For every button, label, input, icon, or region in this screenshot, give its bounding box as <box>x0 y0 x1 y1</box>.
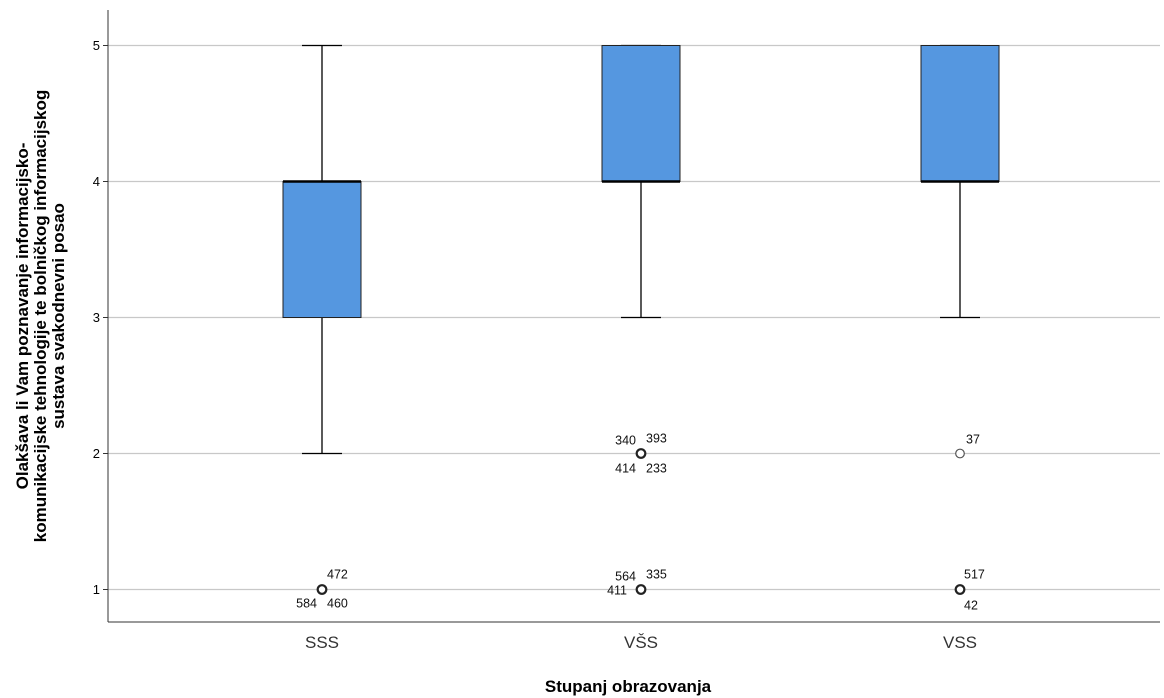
outlier-label: 411 <box>607 584 627 598</box>
x-tick-label: SSS <box>305 633 339 652</box>
outlier-point <box>955 448 965 459</box>
outlier-point <box>635 584 647 595</box>
outlier-group: 37 <box>955 433 980 459</box>
y-tick-label: 4 <box>93 174 100 189</box>
x-tick-label: VSS <box>943 633 977 652</box>
boxes <box>282 44 1000 455</box>
outlier-point <box>316 584 328 595</box>
y-tick-label: 3 <box>93 310 100 325</box>
outlier-label: 564 <box>615 570 636 584</box>
y-axis-title-line-1: Olakšava li Vam poznavanje informacijsko… <box>13 143 32 490</box>
y-axis-title-line-2: komunikacijske tehnologije te bolničkog … <box>31 90 50 542</box>
outlier-label: 393 <box>646 432 667 446</box>
outliers: 472 584 460 340 393 414 233 564 335 411 37 517 42 <box>296 432 985 613</box>
x-tick-labels: SSS VŠS VSS <box>305 633 977 652</box>
axes <box>107 10 1160 623</box>
box-iqr <box>601 45 681 182</box>
box-iqr <box>920 45 1000 182</box>
y-tick-label: 2 <box>93 446 100 461</box>
outlier-label: 335 <box>646 568 667 582</box>
outlier-label: 340 <box>615 434 636 448</box>
y-axis-title-line-3: sustava svakodnevni posao <box>49 203 68 429</box>
outlier-point <box>954 584 966 595</box>
outlier-label: 584 <box>296 597 317 611</box>
outlier-group: 472 584 460 <box>296 568 348 611</box>
outlier-label: 42 <box>964 599 978 613</box>
box-VŠS <box>601 44 681 319</box>
y-axis-title: Olakšava li Vam poznavanje informacijsko… <box>13 90 68 542</box>
x-axis-title: Stupanj obrazovanja <box>545 677 712 696</box>
box-VSS <box>920 44 1000 319</box>
box-iqr <box>282 181 362 318</box>
outlier-label: 37 <box>966 433 980 447</box>
box-SSS <box>282 44 362 455</box>
outlier-label: 472 <box>327 568 348 582</box>
outlier-group: 340 393 414 233 <box>615 432 667 476</box>
y-tick-label: 1 <box>93 582 100 597</box>
x-tick-label: VŠS <box>624 633 658 652</box>
outlier-group: 564 335 411 <box>607 568 667 598</box>
outlier-label: 414 <box>615 462 636 476</box>
y-tick-labels: 1 2 3 4 5 <box>93 38 108 597</box>
outlier-label: 233 <box>646 462 667 476</box>
outlier-label: 460 <box>327 597 348 611</box>
outlier-group: 517 42 <box>954 568 985 613</box>
outlier-label: 517 <box>964 568 985 582</box>
y-tick-label: 5 <box>93 38 100 53</box>
outlier-point <box>635 448 647 459</box>
